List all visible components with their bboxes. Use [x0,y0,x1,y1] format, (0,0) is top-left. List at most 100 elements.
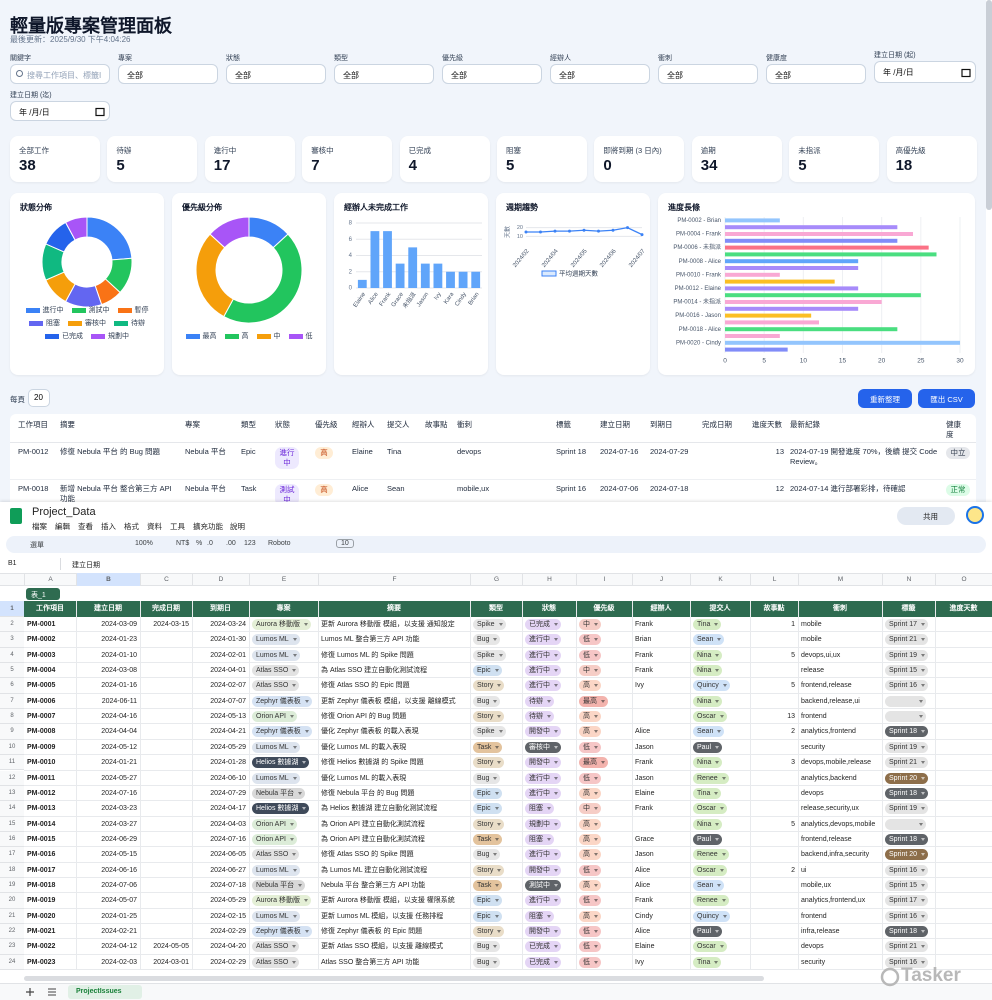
dropdown-chip[interactable]: Task [473,879,503,891]
dropdown-chip[interactable]: Sprint 16 [885,864,929,876]
dropdown-chip[interactable]: 待辦 [525,695,554,707]
table-name-chip[interactable]: 表_1 [26,588,60,600]
dropdown-chip[interactable]: 開發中 [525,726,561,738]
filter-input[interactable]: 年 /月/日 [874,61,976,83]
menu-item[interactable]: 編輯 [55,522,70,531]
dropdown-chip[interactable]: Sprint 21 [885,757,929,769]
dropdown-chip[interactable]: Story [473,757,505,769]
dropdown-chip[interactable]: 高 [579,833,601,845]
dropdown-chip[interactable]: Oscar [693,711,727,723]
dropdown-chip[interactable]: 開發中 [525,757,561,769]
sheet-tab[interactable]: ProjectIssues [68,985,142,999]
filter-input[interactable]: 全部 [226,64,326,84]
dropdown-chip[interactable]: Nina [693,695,723,707]
toolbar-item[interactable]: .0 [207,540,213,547]
dropdown-chip[interactable]: 低 [579,926,601,937]
dropdown-chip[interactable]: Sprint 18 [885,726,929,738]
dropdown-chip[interactable]: 阻塞 [525,910,554,922]
dropdown-chip[interactable]: Spike [473,619,506,630]
filter-input[interactable]: 全部 [658,64,758,84]
dropdown-chip[interactable]: Sprint 21 [885,941,929,953]
dropdown-chip[interactable]: Lumos ML [252,910,300,922]
dropdown-chip[interactable]: 待辦 [525,711,554,723]
filter-input[interactable]: 年 /月/日 [10,101,110,121]
share-button[interactable]: 共用 [897,507,955,525]
dropdown-chip[interactable]: 進行中 [525,787,561,799]
dropdown-chip[interactable]: Lumos ML [252,649,300,661]
dropdown-chip[interactable]: 測試中 [525,879,561,891]
dropdown-chip[interactable]: 高 [579,787,601,799]
dropdown-chip[interactable]: Orion API [252,818,297,830]
dropdown-chip[interactable]: 高 [579,849,601,861]
dropdown-chip[interactable]: Oscar [693,803,727,815]
dropdown-chip[interactable]: 高 [579,910,601,922]
toolbar-item[interactable]: 123 [244,540,256,547]
menu-item[interactable]: 查看 [78,522,93,531]
dropdown-chip[interactable]: Paul [693,741,723,753]
dropdown-chip[interactable]: Helios 數據湖 [252,803,310,815]
menu-item[interactable]: 擴充功能 [193,522,223,531]
dropdown-chip[interactable]: 進行中 [525,680,561,692]
filter-input[interactable]: 全部 [550,64,650,84]
dropdown-chip[interactable]: 進行中 [525,772,561,784]
dropdown-chip[interactable]: Nebula 平台 [252,879,306,891]
dropdown-chip[interactable]: 開發中 [525,926,561,937]
dropdown-chip[interactable]: Atlas SSO [252,941,300,953]
menu-item[interactable]: 說明 [230,522,245,531]
dropdown-chip[interactable]: Sean [693,879,725,891]
dropdown-chip[interactable]: Lumos ML [252,634,300,646]
dropdown-chip[interactable]: Bug [473,695,501,707]
dropdown-chip[interactable]: 低 [579,634,601,646]
dropdown-chip[interactable]: 阻塞 [525,803,554,815]
dropdown-chip[interactable]: Bug [473,956,501,968]
dropdown-chip[interactable]: 低 [579,864,601,876]
dropdown-chip[interactable]: 低 [579,741,601,753]
dropdown-chip[interactable]: Zephyr 儀表板 [252,695,312,707]
toolbar-item[interactable]: NT$ [176,540,190,547]
dropdown-chip[interactable]: Task [473,741,503,753]
dropdown-chip[interactable]: Zephyr 儀表板 [252,726,312,738]
dropdown-chip[interactable]: Tina [693,619,722,630]
filter-input[interactable]: 全部 [766,64,866,84]
dropdown-chip[interactable]: 規劃中 [525,818,561,830]
dropdown-chip[interactable]: Helios 數據湖 [252,757,310,769]
dropdown-chip[interactable]: Atlas SSO [252,849,300,861]
dropdown-chip[interactable]: 已完成 [525,956,561,968]
dropdown-chip[interactable]: Epic [473,895,502,907]
dropdown-chip[interactable]: 進行中 [525,649,561,661]
dropdown-chip[interactable]: Oscar [693,864,727,876]
dropdown-chip[interactable]: 低 [579,895,601,907]
dropdown-chip[interactable]: Spike [473,726,506,738]
dropdown-chip[interactable]: Spike [473,649,506,661]
dropdown-chip[interactable]: Lumos ML [252,772,300,784]
dropdown-chip[interactable]: Orion API [252,711,297,723]
dropdown-chip[interactable]: Nebula 平台 [252,787,306,799]
dropdown-chip[interactable]: 已完成 [525,941,561,953]
dropdown-chip[interactable]: Story [473,864,505,876]
dropdown-chip[interactable]: Atlas SSO [252,680,300,692]
dropdown-chip[interactable]: 開發中 [525,864,561,876]
dropdown-chip[interactable]: Tina [693,787,722,799]
dropdown-chip[interactable]: 高 [579,879,601,891]
dropdown-chip[interactable]: 低 [579,649,601,661]
dropdown-chip[interactable]: 進行中 [525,665,561,677]
dropdown-chip[interactable]: Sean [693,634,725,646]
dropdown-chip[interactable]: Sprint 15 [885,879,929,891]
dropdown-chip[interactable]: Renee [693,772,729,784]
action-button[interactable]: 匯出 CSV [918,389,975,408]
dropdown-chip[interactable]: Sprint 16 [885,910,929,922]
dropdown-chip[interactable]: 高 [579,711,601,723]
dropdown-chip[interactable]: Sprint 20 [885,772,929,784]
filter-input[interactable]: 全部 [442,64,542,84]
dropdown-chip[interactable]: Epic [473,803,502,815]
dropdown-chip[interactable]: Sprint 15 [885,665,929,677]
dropdown-chip[interactable]: 中 [579,665,601,677]
dropdown-chip[interactable]: Sprint 18 [885,926,929,937]
dropdown-chip[interactable]: Oscar [693,941,727,953]
dropdown-chip[interactable]: Aurora 移動版 [252,619,311,630]
dropdown-chip[interactable]: Sprint 19 [885,649,929,661]
action-button[interactable]: 重新整理 [858,389,912,408]
dropdown-chip[interactable]: 審核中 [525,741,561,753]
dropdown-chip[interactable]: 高 [579,818,601,830]
dropdown-chip[interactable]: 最高 [579,695,608,707]
